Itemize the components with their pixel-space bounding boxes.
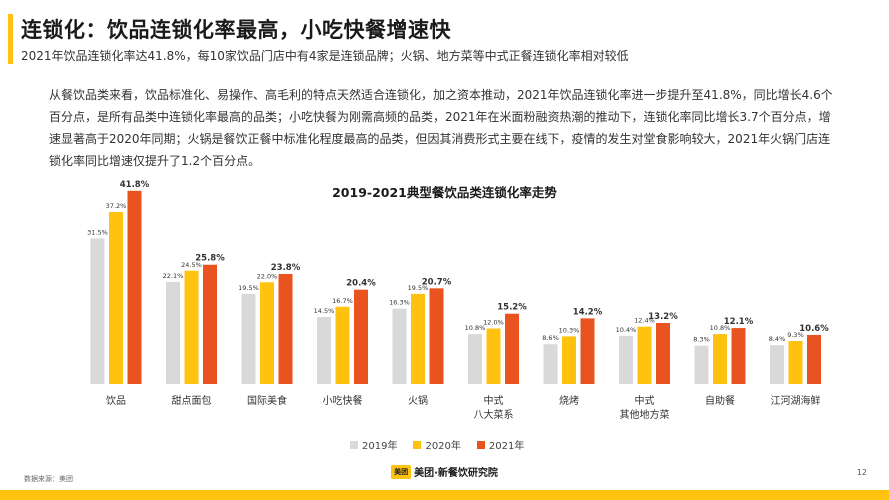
chart-legend: 2019年 2020年 2021年 — [350, 437, 524, 452]
bar-2021年-自助餐 — [731, 328, 746, 384]
bar-2020年-国际美食 — [260, 282, 274, 384]
bar-2019年-中式其他地方菜 — [619, 335, 633, 384]
legend-item-2020: 2020年 — [413, 437, 461, 452]
bar-2021年-江河湖海鲜 — [807, 335, 821, 384]
brand-footer: 美团 美团·新餐饮研究院 — [0, 464, 889, 479]
legend-item-2019: 2019年 — [350, 437, 397, 452]
data-label-2020年-自助餐: 10.8% — [710, 324, 731, 332]
data-label-2021年-小吃快餐: 20.4% — [346, 279, 376, 289]
category-label-烧烤-0: 烧烤 — [559, 394, 579, 407]
bar-2020年-中式八大菜系 — [486, 328, 501, 384]
data-label-2020年-国际美食: 22.0% — [257, 272, 278, 280]
legend-label-2019: 2019年 — [362, 441, 398, 452]
bar-2020年-自助餐 — [713, 334, 727, 384]
data-label-2021年-中式八大菜系: 15.2% — [497, 303, 527, 313]
title-accent-bar — [8, 14, 13, 64]
data-label-2021年-自助餐: 12.1% — [724, 317, 754, 327]
data-label-2019年-中式其他地方菜: 10.4% — [616, 326, 637, 334]
category-label-国际美食-0: 国际美食 — [247, 394, 287, 407]
data-label-2019年-饮品: 31.5% — [87, 228, 108, 236]
data-label-2019年-甜点面包: 22.1% — [163, 272, 184, 280]
bar-2019年-小吃快餐 — [317, 316, 331, 384]
chart-title: 2019-2021典型餐饮品类连锁化率走势 — [332, 185, 557, 200]
bar-2021年-中式其他地方菜 — [656, 322, 670, 384]
bar-2019年-甜点面包 — [166, 281, 180, 384]
data-label-2020年-中式其他地方菜: 12.4% — [634, 317, 655, 325]
category-label-中式八大菜系-0: 中式 — [484, 394, 504, 407]
category-label-中式其他地方菜-1: 其他地方菜 — [620, 408, 670, 421]
category-label-饮品-0: 饮品 — [106, 394, 126, 407]
bar-2021年-中式八大菜系 — [505, 313, 519, 384]
category-label-中式八大菜系-1: 八大菜系 — [474, 408, 514, 421]
bar-2021年-饮品 — [127, 190, 142, 384]
data-label-2019年-小吃快餐: 14.5% — [314, 307, 335, 315]
body-paragraph: 从餐饮品类来看，饮品标准化、易操作、高毛利的特点天然适合连锁化，加之资本推动，2… — [49, 88, 833, 168]
data-label-2019年-烧烤: 8.6% — [542, 334, 559, 342]
bar-2021年-国际美食 — [278, 273, 293, 384]
page-number: 12 — [856, 468, 867, 477]
bar-2021年-小吃快餐 — [354, 289, 368, 384]
data-label-2019年-国际美食: 19.5% — [238, 284, 259, 292]
data-label-2021年-烧烤: 14.2% — [573, 307, 603, 317]
brand-name: 美团·新餐饮研究院 — [414, 468, 498, 479]
data-label-2019年-江河湖海鲜: 8.4% — [769, 335, 786, 343]
data-label-2021年-饮品: 41.8% — [120, 180, 150, 190]
bar-2021年-甜点面包 — [203, 264, 217, 384]
bar-2021年-火锅 — [429, 288, 444, 384]
bar-2020年-中式其他地方菜 — [637, 326, 652, 384]
bar-2019年-自助餐 — [694, 345, 709, 384]
bar-2020年-甜点面包 — [184, 270, 199, 384]
data-label-2021年-国际美食: 23.8% — [271, 263, 301, 273]
bar-2019年-中式八大菜系 — [468, 334, 482, 384]
legend-label-2020: 2020年 — [425, 441, 461, 452]
meituan-logo: 美团 — [391, 464, 412, 479]
category-label-自助餐-0: 自助餐 — [705, 394, 735, 407]
data-label-2020年-甜点面包: 24.5% — [181, 261, 202, 269]
data-label-2019年-自助餐: 8.3% — [693, 336, 710, 344]
data-label-2021年-火锅: 20.7% — [422, 277, 452, 287]
bar-chart: 31.5% 37.2% 41.8% 饮品 22.1% 24.5%25.8% 甜点面包 19.5… — [87, 180, 829, 421]
legend-swatch-2021 — [476, 440, 485, 449]
bottom-accent-bar — [0, 490, 889, 500]
data-label-2020年-烧烤: 10.3% — [559, 326, 580, 334]
page-title: 连锁化：饮品连锁化率最高，小吃快餐增速快 — [21, 18, 451, 42]
legend-item-2021: 2021年 — [476, 437, 525, 452]
data-label-2020年-小吃快餐: 16.7% — [332, 297, 353, 305]
bar-2019年-江河湖海鲜 — [770, 345, 784, 384]
bar-2019年-火锅 — [392, 308, 407, 384]
bar-2019年-烧烤 — [543, 344, 558, 384]
bar-2019年-国际美食 — [241, 293, 256, 384]
data-label-2021年-中式其他地方菜: 13.2% — [648, 312, 678, 322]
category-label-火锅-0: 火锅 — [408, 395, 428, 407]
data-label-2021年-甜点面包: 25.8% — [195, 254, 225, 264]
data-source-note: 数据来源：美团 — [24, 475, 73, 483]
data-label-2020年-饮品: 37.2% — [106, 202, 127, 210]
bar-2020年-小吃快餐 — [335, 306, 350, 384]
category-label-江河湖海鲜-0: 江河湖海鲜 — [771, 394, 821, 407]
data-label-2019年-中式八大菜系: 10.8% — [465, 324, 486, 332]
data-label-2020年-江河湖海鲜: 9.3% — [787, 331, 804, 339]
data-label-2019年-火锅: 16.3% — [389, 299, 410, 307]
category-label-中式其他地方菜-0: 中式 — [635, 394, 655, 407]
bar-2021年-烧烤 — [580, 318, 595, 384]
bar-2020年-江河湖海鲜 — [788, 341, 803, 384]
category-label-小吃快餐-0: 小吃快餐 — [323, 394, 363, 407]
data-label-2021年-江河湖海鲜: 10.6% — [799, 324, 829, 334]
legend-label-2021: 2021年 — [488, 441, 525, 452]
legend-swatch-2020 — [413, 440, 422, 449]
data-label-2020年-中式八大菜系: 12.0% — [483, 319, 504, 327]
bar-2020年-火锅 — [411, 293, 425, 384]
page-subtitle: 2021年饮品连锁化率达41.8%，每10家饮品门店中有4家是连锁品牌；火锅、地… — [21, 49, 629, 63]
bar-2020年-饮品 — [109, 212, 123, 384]
category-label-甜点面包-0: 甜点面包 — [172, 394, 212, 407]
legend-swatch-2019 — [350, 440, 358, 449]
bar-2020年-烧烤 — [562, 336, 576, 384]
data-label-2020年-火锅: 19.5% — [408, 284, 429, 292]
bar-2019年-饮品 — [90, 238, 105, 384]
